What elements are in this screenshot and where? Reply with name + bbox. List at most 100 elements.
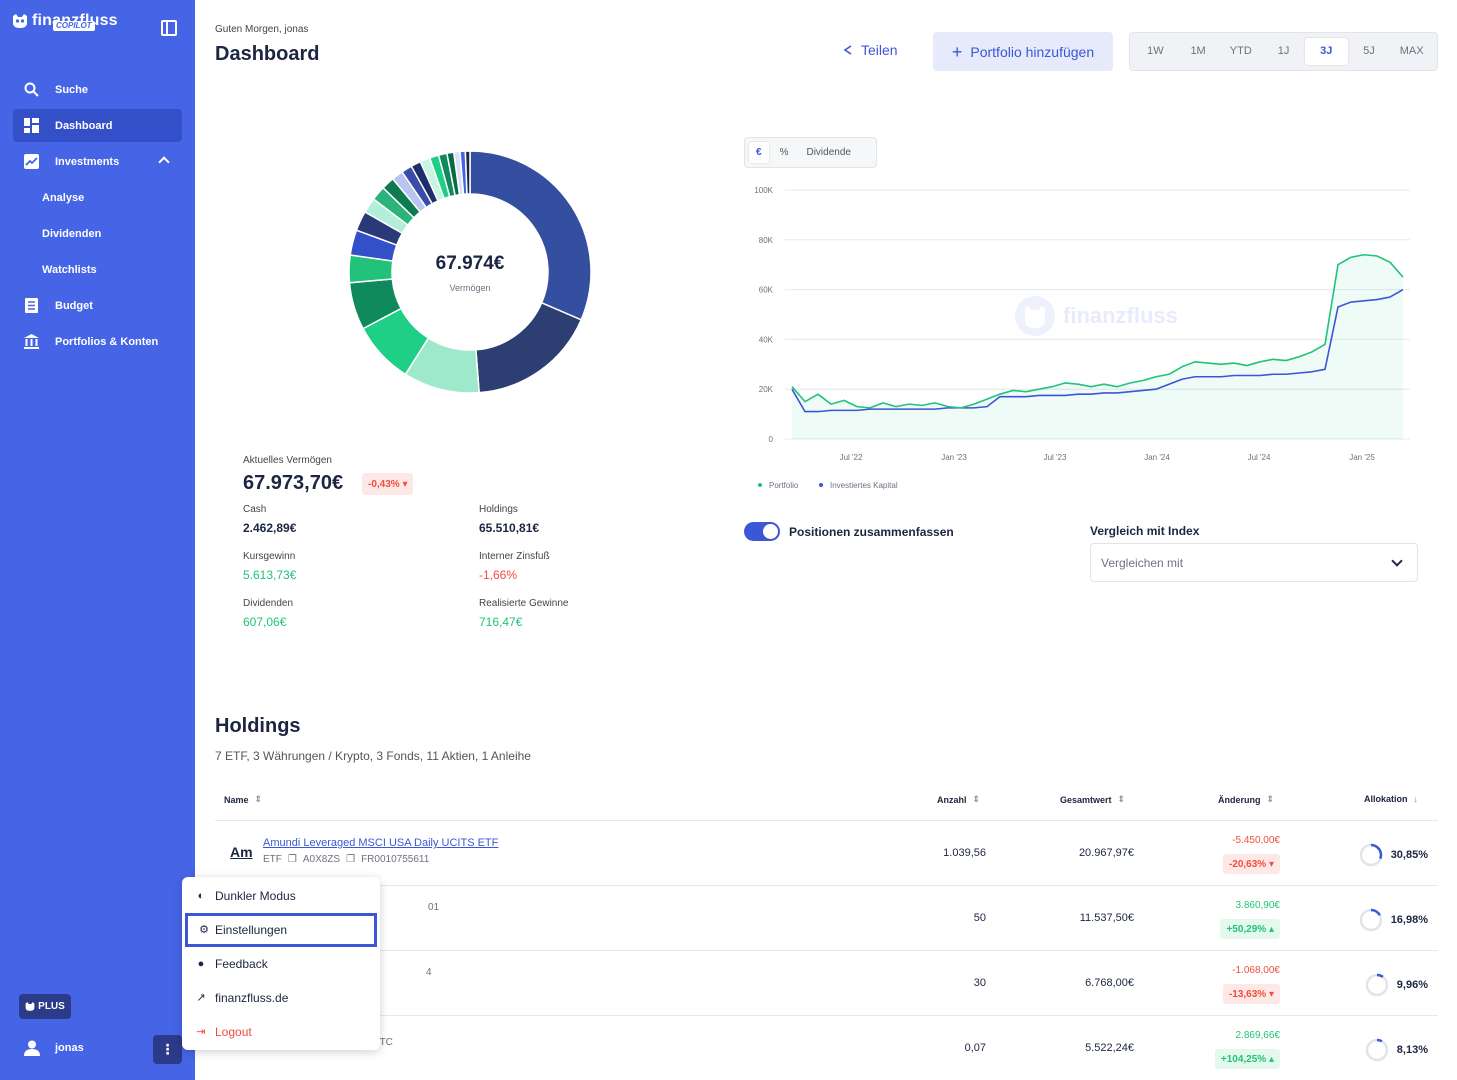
- x-tick-label: Jul '23: [1044, 453, 1067, 462]
- asset-name-link[interactable]: Amundi Leveraged MSCI USA Daily UCITS ET…: [263, 837, 499, 849]
- range-3j[interactable]: 3J: [1304, 38, 1348, 65]
- compare-index-select[interactable]: Vergleichen mit: [1090, 543, 1418, 582]
- column-header-allokation[interactable]: Allokation ↓: [1364, 794, 1418, 804]
- sidebar-item-label: Suche: [55, 83, 89, 96]
- donut-slice[interactable]: [464, 150, 471, 195]
- sort-icon: ⇕: [1117, 794, 1126, 804]
- dashboard-icon: [24, 118, 39, 133]
- share-button[interactable]: Teilen: [843, 42, 898, 58]
- share-label: Teilen: [861, 42, 898, 58]
- quantity-cell: 0,07: [964, 1042, 986, 1054]
- sidebar-item-suche[interactable]: Suche: [13, 73, 182, 106]
- sidebar-item-dashboard[interactable]: Dashboard: [13, 109, 182, 142]
- merge-positions-toggle[interactable]: [744, 522, 780, 541]
- table-row[interactable]: Währungen / Krypto❐BTC0,075.522,24€2.869…: [215, 1015, 1438, 1080]
- range-5j[interactable]: 5J: [1363, 45, 1375, 57]
- chart-watermark: finanzfluss: [1015, 296, 1178, 336]
- user-name: jonas: [55, 1042, 84, 1054]
- kursgewinn-label: Kursgewinn: [243, 551, 296, 562]
- add-portfolio-label: Portfolio hinzufügen: [970, 43, 1095, 60]
- x-tick-label: Jul '22: [840, 453, 863, 462]
- legend-label[interactable]: Investiertes Kapital: [830, 481, 898, 490]
- asset-wkn: BTC: [372, 1037, 393, 1048]
- tab-euro[interactable]: €: [749, 142, 769, 163]
- sidebar-item-dividenden[interactable]: Dividenden: [13, 217, 182, 250]
- y-tick-label: 100K: [754, 186, 773, 195]
- x-tick-label: Jan '25: [1349, 453, 1375, 462]
- menu-item-logout[interactable]: ⇥ Logout: [182, 1015, 380, 1049]
- sidebar-item-analyse[interactable]: Analyse: [13, 181, 182, 214]
- compare-placeholder: Vergleichen mit: [1101, 555, 1184, 570]
- change-absolute: -5.450,00€: [1232, 835, 1280, 846]
- compare-index-label: Vergleich mit Index: [1090, 524, 1200, 538]
- menu-item-label: Feedback: [215, 957, 268, 971]
- dividends-value: 607,06€: [243, 615, 287, 629]
- change-percent-badge: -20,63% ▾: [1222, 854, 1280, 874]
- tab-dividende[interactable]: Dividende: [806, 147, 851, 158]
- allocation-ring: [1359, 908, 1382, 932]
- tab-percent[interactable]: %: [779, 147, 789, 158]
- range-max[interactable]: MAX: [1399, 45, 1424, 57]
- total-value-cell: 11.537,50€: [1079, 912, 1134, 924]
- copy-icon[interactable]: ❐: [346, 854, 356, 865]
- user-menu-popup: ◐ Dunkler Modus ⚙ Einstellungen ● Feedba…: [182, 877, 380, 1050]
- invested-capital-line[interactable]: [791, 288, 1404, 413]
- allocation-donut-chart[interactable]: [348, 150, 592, 394]
- plus-badge[interactable]: PLUS: [19, 994, 71, 1019]
- menu-item-website[interactable]: ↗ finanzfluss.de: [182, 981, 380, 1015]
- user-profile[interactable]: jonas: [24, 1040, 84, 1056]
- more-options-icon[interactable]: ⋮: [153, 1035, 182, 1064]
- plus-label: PLUS: [38, 1001, 65, 1012]
- allocation-value: 9,96%: [1396, 979, 1428, 991]
- allocation-cell: 8,13%: [1365, 1038, 1428, 1062]
- range-1j[interactable]: 1J: [1277, 45, 1290, 57]
- y-tick-label: 20K: [759, 385, 774, 394]
- donut-slice[interactable]: [469, 150, 592, 321]
- chevron-up-icon[interactable]: [158, 156, 170, 168]
- portfolio-line-chart[interactable]: 100K 80K 60K 40K 20K 0 Jul '22 Jan '23 Jul '23 Ja…: [740, 175, 1420, 505]
- legend-label[interactable]: Portfolio: [769, 481, 799, 490]
- donut-slice[interactable]: [475, 301, 583, 394]
- chart-icon: [24, 154, 39, 169]
- sidebar-item-portfolios[interactable]: Portfolios & Konten: [13, 325, 182, 358]
- menu-item-dark-mode[interactable]: ◐ Dunkler Modus: [182, 879, 380, 913]
- column-header-aenderung[interactable]: Änderung ⇕: [1218, 794, 1274, 805]
- sidebar-item-budget[interactable]: Budget: [13, 289, 182, 322]
- menu-item-label: Logout: [215, 1025, 252, 1039]
- column-header-anzahl[interactable]: Anzahl ⇕: [937, 794, 980, 805]
- x-tick-label: Jan '24: [1144, 453, 1170, 462]
- allocation-cell: 30,85%: [1359, 843, 1428, 867]
- sidebar-nav: Suche Dashboard Investments Analyse Divi…: [13, 73, 182, 361]
- sidebar-item-investments[interactable]: Investments: [13, 145, 182, 178]
- menu-item-settings[interactable]: ⚙ Einstellungen: [185, 913, 377, 947]
- sidebar-item-watchlists[interactable]: Watchlists: [13, 253, 182, 286]
- table-row[interactable]: 4 30 6.768,00€ -1.068,00€ -13,63% ▾ 9,96%: [215, 950, 1438, 1015]
- menu-item-feedback[interactable]: ● Feedback: [182, 947, 380, 981]
- add-portfolio-button[interactable]: + Portfolio hinzufügen: [933, 32, 1113, 71]
- legend-dot: [758, 483, 762, 487]
- total-value-cell: 6.768,00€: [1085, 977, 1134, 989]
- sidebar-toggle-icon[interactable]: [161, 20, 177, 36]
- range-1w[interactable]: 1W: [1147, 45, 1164, 57]
- time-range-selector: 1W 1M YTD 1J 3J 5J MAX: [1129, 32, 1438, 71]
- allocation-ring: [1365, 973, 1389, 997]
- column-label: Änderung: [1218, 794, 1261, 805]
- range-1m[interactable]: 1M: [1190, 45, 1206, 57]
- column-label: Anzahl: [937, 794, 967, 805]
- x-tick-label: Jul '24: [1248, 453, 1271, 462]
- table-row[interactable]: 01 50 11.537,50€ 3.860,90€ +50,29% ▴ 16,98%: [215, 885, 1438, 950]
- column-header-name[interactable]: Name ⇕: [224, 794, 262, 805]
- total-value-cell: 5.522,24€: [1085, 1042, 1134, 1054]
- y-tick-label: 80K: [759, 236, 774, 245]
- copy-icon[interactable]: ❐: [287, 854, 297, 865]
- table-row[interactable]: Am Amundi Leveraged MSCI USA Daily UCITS …: [215, 820, 1438, 885]
- current-wealth-label: Aktuelles Vermögen: [243, 455, 332, 466]
- asset-meta: ETF ❐ A0X8ZS ❐ FR0010755611: [263, 854, 498, 865]
- column-header-gesamtwert[interactable]: Gesamtwert ⇕: [1060, 794, 1125, 805]
- portfolio-line[interactable]: [791, 253, 1404, 409]
- y-tick-label: 60K: [759, 286, 774, 295]
- range-ytd[interactable]: YTD: [1229, 45, 1252, 57]
- watermark-text: finanzfluss: [1063, 303, 1178, 328]
- plus-icon: +: [951, 41, 963, 62]
